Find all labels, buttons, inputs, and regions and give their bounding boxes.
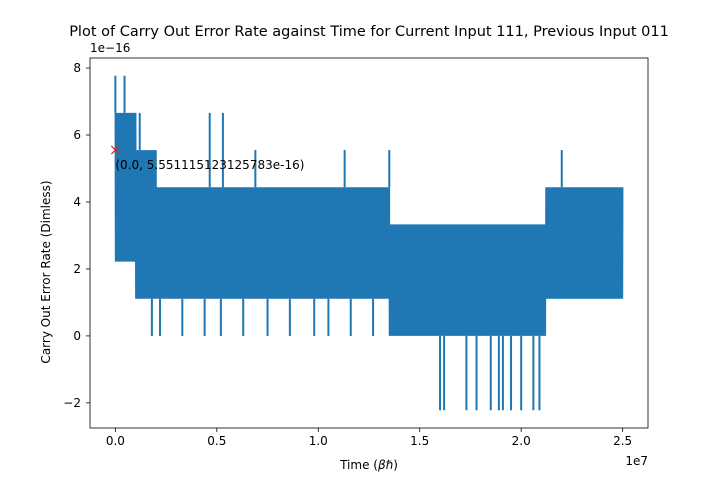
y-tick-label-0: −2 <box>63 396 81 410</box>
y-axis-label: Carry Out Error Rate (Dimless) <box>39 180 53 363</box>
y-tick-label-5: 8 <box>73 61 81 75</box>
y-tick-label-4: 6 <box>73 128 81 142</box>
x-tick-label-5: 2.5 <box>613 434 632 448</box>
x-axis-label-prefix: Time ( <box>339 458 378 472</box>
annotation-label: (0.0, 5.551115123125783e-16) <box>115 158 304 172</box>
x-axis-label-symbol: βℏ <box>377 458 394 472</box>
x-axis-label: Time (βℏ) <box>339 458 398 472</box>
y-tick-label-2: 2 <box>73 262 81 276</box>
chart-title: Plot of Carry Out Error Rate against Tim… <box>69 24 669 40</box>
x-tick-label-3: 1.5 <box>410 434 429 448</box>
axes-frame <box>89 57 649 429</box>
y-tick-label-3: 4 <box>73 195 81 209</box>
plot-area: 0.0 0.5 1.0 1.5 2.0 2.5 −2 0 2 4 6 8 (0.0, 5.5511151… <box>63 57 649 448</box>
x-tick-label-0: 0.0 <box>106 434 125 448</box>
y-axis-offset-text: 1e−16 <box>90 41 130 55</box>
x-tick-label-1: 0.5 <box>207 434 226 448</box>
x-tick-label-4: 2.0 <box>512 434 531 448</box>
x-axis-label-suffix: ) <box>393 458 398 472</box>
x-axis-offset-text: 1e7 <box>625 454 648 468</box>
x-tick-label-2: 1.0 <box>309 434 328 448</box>
annotation-marker <box>110 145 120 155</box>
y-tick-label-1: 0 <box>73 329 81 343</box>
series-line-fill <box>114 112 624 336</box>
